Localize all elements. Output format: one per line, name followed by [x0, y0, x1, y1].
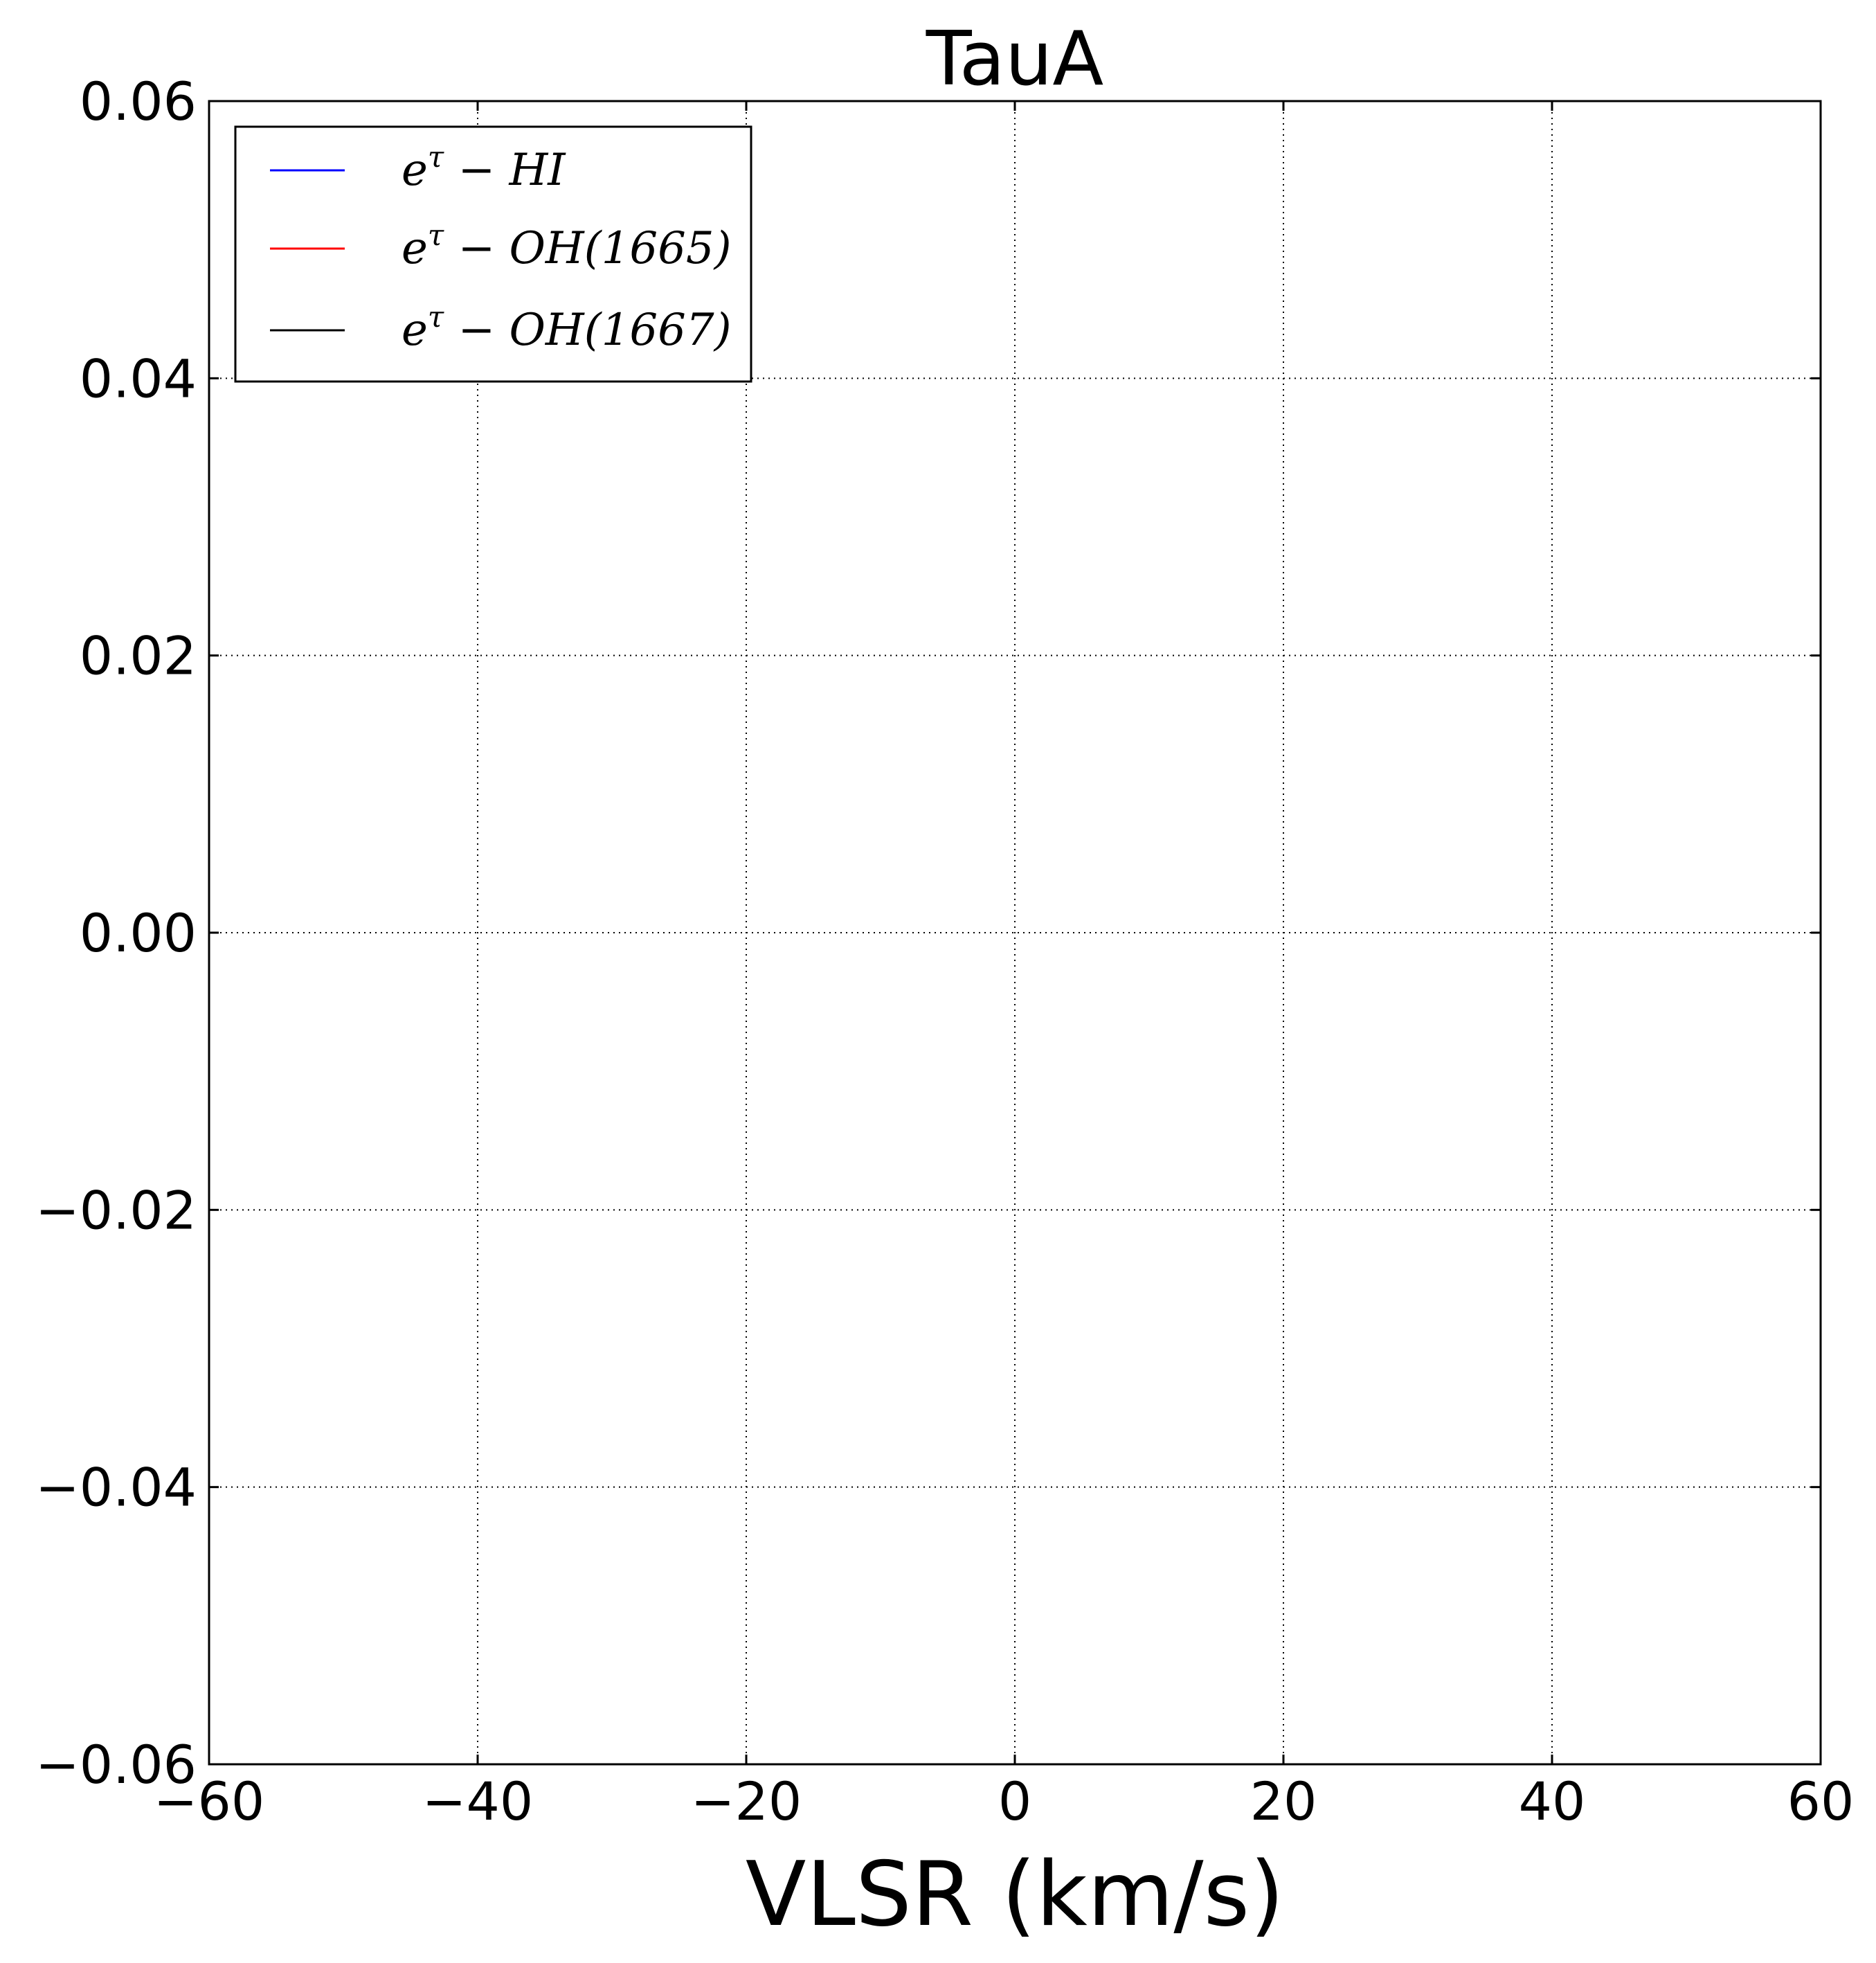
y-tick-label: 0.00 — [80, 902, 197, 964]
y-tick-labels: −0.06 −0.04 −0.02 0.00 0.02 0.04 0.06 — [35, 71, 197, 1795]
x-axis-label: VLSR (km/s) — [746, 1843, 1284, 1946]
x-tick-labels: −60 −40 −20 0 20 40 60 — [154, 1771, 1855, 1832]
x-tick-label: 20 — [1250, 1771, 1317, 1832]
x-tick-label: 40 — [1519, 1771, 1586, 1832]
legend-label: eτ − OH(1667) — [402, 300, 732, 356]
x-tick-label: −40 — [422, 1771, 533, 1832]
chart-title: TauA — [926, 16, 1104, 102]
y-tick-label: −0.06 — [35, 1734, 197, 1795]
legend-label: eτ − OH(1665) — [402, 218, 732, 274]
y-tick-label: 0.02 — [80, 625, 197, 687]
x-tick-label: 0 — [998, 1771, 1031, 1832]
x-tick-label: 60 — [1787, 1771, 1855, 1832]
legend-frame — [234, 125, 752, 383]
ticks — [208, 100, 1822, 1766]
legend-label: eτ − HI — [402, 140, 566, 196]
y-tick-label: −0.02 — [35, 1179, 197, 1241]
y-tick-label: 0.04 — [80, 348, 197, 409]
y-tick-label: 0.06 — [80, 71, 197, 132]
legend: eτ − HI eτ − OH(1665) eτ − OH(1667) — [234, 125, 752, 383]
y-tick-label: −0.04 — [35, 1457, 197, 1518]
x-tick-label: −20 — [691, 1771, 802, 1832]
x-tick-label: −60 — [154, 1771, 264, 1832]
